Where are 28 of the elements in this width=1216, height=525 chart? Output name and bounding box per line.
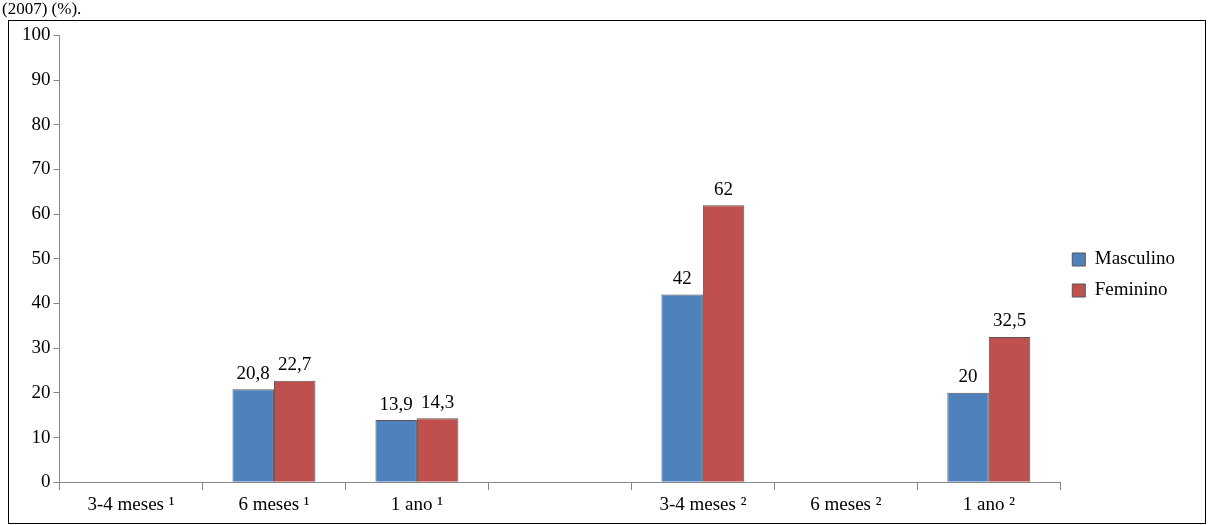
- data-label: 32,5: [992, 309, 1027, 331]
- x-tick-label: 3-4 meses ¹: [87, 492, 175, 514]
- x-tick-label: 1 ano ²: [962, 492, 1016, 514]
- y-tick-label: 40: [31, 291, 51, 313]
- legend-label: Masculino: [1094, 247, 1176, 269]
- data-label: 42: [672, 267, 692, 289]
- y-tick-label: 20: [31, 380, 51, 402]
- data-label: 22,7: [278, 353, 312, 375]
- data-label: 20: [958, 365, 978, 387]
- y-tick-label: 70: [31, 157, 51, 179]
- y-tick-label: 50: [31, 246, 51, 268]
- data-label: 14,3: [421, 390, 455, 412]
- y-tick-label: 100: [22, 23, 51, 45]
- data-label: 62: [714, 177, 734, 199]
- x-tick-label: 1 ano ¹: [390, 492, 444, 514]
- data-label: 13,9: [379, 392, 413, 414]
- y-tick-label: 10: [31, 425, 51, 447]
- legend-label: Feminino: [1094, 278, 1168, 300]
- x-tick-label: 6 meses ²: [810, 492, 882, 514]
- y-tick-label: 60: [31, 202, 51, 224]
- data-label: 20,8: [236, 361, 270, 383]
- y-tick-label: 0: [41, 470, 51, 492]
- y-tick-label: 90: [31, 68, 51, 90]
- x-tick-label: 3-4 meses ²: [659, 492, 747, 514]
- y-tick-label: 80: [31, 112, 51, 134]
- text: (2007) (%).: [2, 0, 82, 18]
- y-tick-label: 30: [31, 336, 51, 358]
- x-tick-label: 6 meses ¹: [238, 492, 310, 514]
